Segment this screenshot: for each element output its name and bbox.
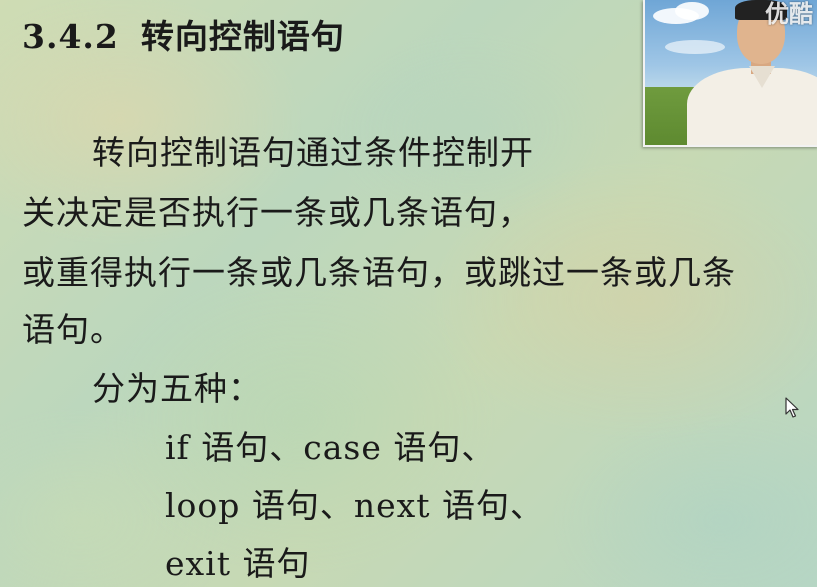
mouse-pointer-icon [785,397,799,418]
body-line-2: 关决定是否执行一条或几条语句， [22,193,532,232]
title-number: 3.4.2 [22,17,119,56]
list-item-exit: exit 语句 [165,544,311,583]
title-text: 转向控制语句 [140,17,345,56]
presenter-shirt [687,68,817,145]
list-item-loop-next: loop 语句、next 语句、 [165,486,545,525]
list-item-if-case: if 语句、case 语句、 [165,428,496,467]
body-line-3: 或重得执行一条或几条语句，或跳过一条或几条 [22,253,736,292]
cloud-shape [665,40,725,54]
presenter-hair [735,0,787,20]
slide-title: 3.4.2 转向控制语句 [22,10,345,58]
video-watermark: 优酷 [765,0,813,28]
body-line-4: 语句。 [22,310,124,349]
cloud-shape [675,2,709,20]
presenter-video-inset[interactable]: 优酷 [643,0,817,147]
body-line-1: 转向控制语句通过条件控制开 [92,133,534,172]
list-intro: 分为五种： [92,369,262,408]
